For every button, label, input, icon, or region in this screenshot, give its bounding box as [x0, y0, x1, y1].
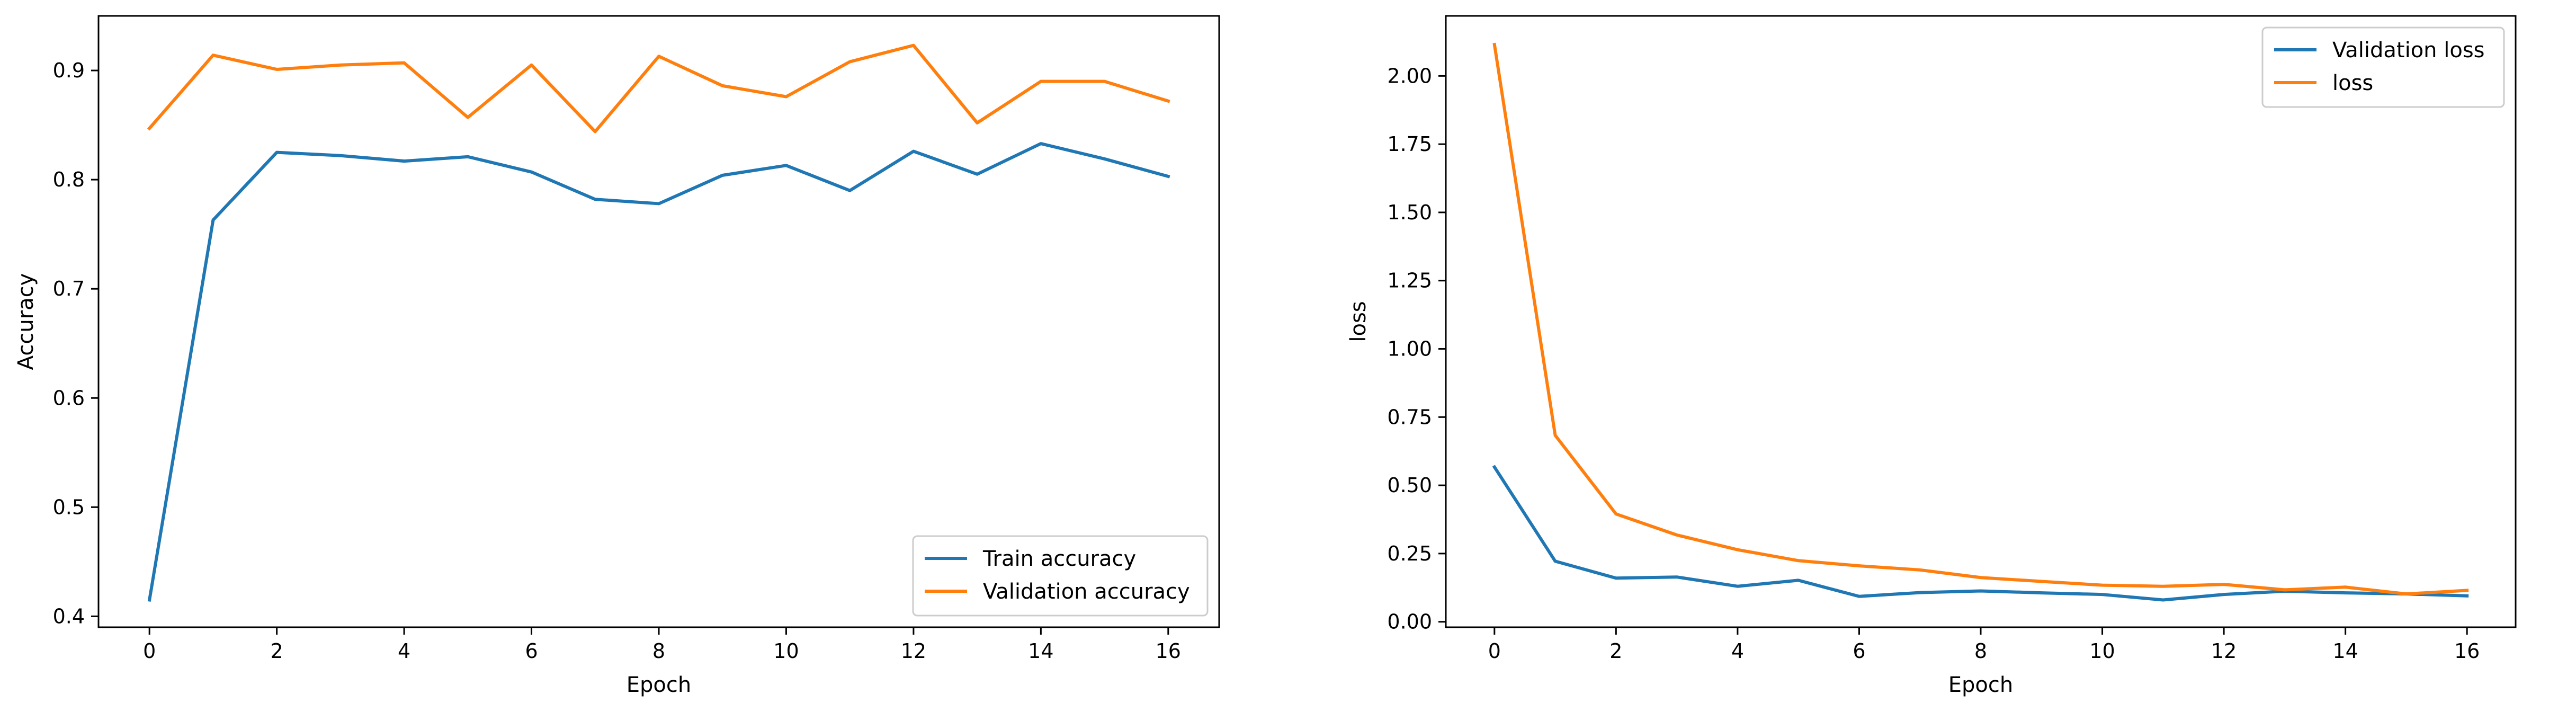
- x-tick-label: 0: [1488, 639, 1501, 663]
- legend-box: [2261, 26, 2505, 108]
- series-line-1: [147, 142, 1170, 602]
- x-tick-label: 8: [1974, 639, 1987, 663]
- y-tick-label: 0.6: [53, 386, 85, 410]
- y-tick-label: 0.50: [1387, 474, 1432, 497]
- y-tick-label: 0.5: [53, 495, 85, 519]
- x-tick-label: 14: [1028, 639, 1053, 663]
- x-tick-label: 2: [1609, 639, 1622, 663]
- x-tick-label: 14: [2332, 639, 2358, 663]
- y-tick-label: 0.25: [1387, 542, 1432, 565]
- y-tick-label: 0.4: [53, 604, 85, 628]
- x-tick-label: 6: [1853, 639, 1865, 663]
- x-tick-label: 12: [2211, 639, 2237, 663]
- series-line-2: [1492, 42, 2469, 596]
- y-tick-label: 1.00: [1387, 337, 1432, 361]
- y-tick-label: 1.25: [1387, 269, 1432, 292]
- legend-label-2: Validation accuracy: [983, 580, 1190, 604]
- x-tick-label: 10: [773, 639, 799, 663]
- y-axis-label: Accuracy: [14, 273, 38, 370]
- x-axis-label: Epoch: [627, 673, 691, 697]
- x-tick-label: 4: [1731, 639, 1744, 663]
- series-line-1: [1492, 465, 2469, 602]
- y-tick-label: 2.00: [1387, 64, 1432, 87]
- legend-label-1: Validation loss: [2332, 38, 2485, 63]
- x-tick-label: 10: [2089, 639, 2115, 663]
- x-tick-label: 12: [901, 639, 926, 663]
- legend-label-2: loss: [2332, 71, 2373, 95]
- y-tick-label: 0.00: [1387, 610, 1432, 634]
- loss-chart: 0 2 4 6 8 10 12 14 16 0.00 0.25 0.50 0.75 1.00 1.25 1.5…: [1346, 15, 2517, 697]
- y-tick-label: 0.9: [53, 59, 85, 82]
- accuracy-chart: 0 2 4 6 8 10 12 14 16 0.4 0.5 0.6 0.7 0.8 0.9 Epoch Accu…: [14, 15, 1220, 697]
- y-tick-label: 0.8: [53, 168, 85, 191]
- y-axis-label: loss: [1346, 301, 1371, 342]
- legend-label-1: Train accuracy: [982, 547, 1136, 571]
- x-tick-label: 16: [1156, 639, 1181, 663]
- y-tick-label: 1.75: [1387, 132, 1432, 156]
- legend: Train accuracy Validation accuracy: [912, 535, 1209, 617]
- y-tick-label: 0.7: [53, 277, 85, 300]
- x-tick-label: 4: [398, 639, 410, 663]
- series-line-2: [147, 43, 1170, 134]
- x-tick-label: 8: [652, 639, 665, 663]
- x-tick-label: 6: [525, 639, 538, 663]
- x-tick-label: 2: [271, 639, 283, 663]
- x-axis-label: Epoch: [1948, 673, 2013, 697]
- y-tick-label: 1.50: [1387, 201, 1432, 224]
- x-tick-label: 16: [2454, 639, 2480, 663]
- x-tick-label: 0: [143, 639, 156, 663]
- legend: Validation loss loss: [2261, 26, 2505, 108]
- y-tick-label: 0.75: [1387, 405, 1432, 429]
- legend-box: [912, 535, 1209, 617]
